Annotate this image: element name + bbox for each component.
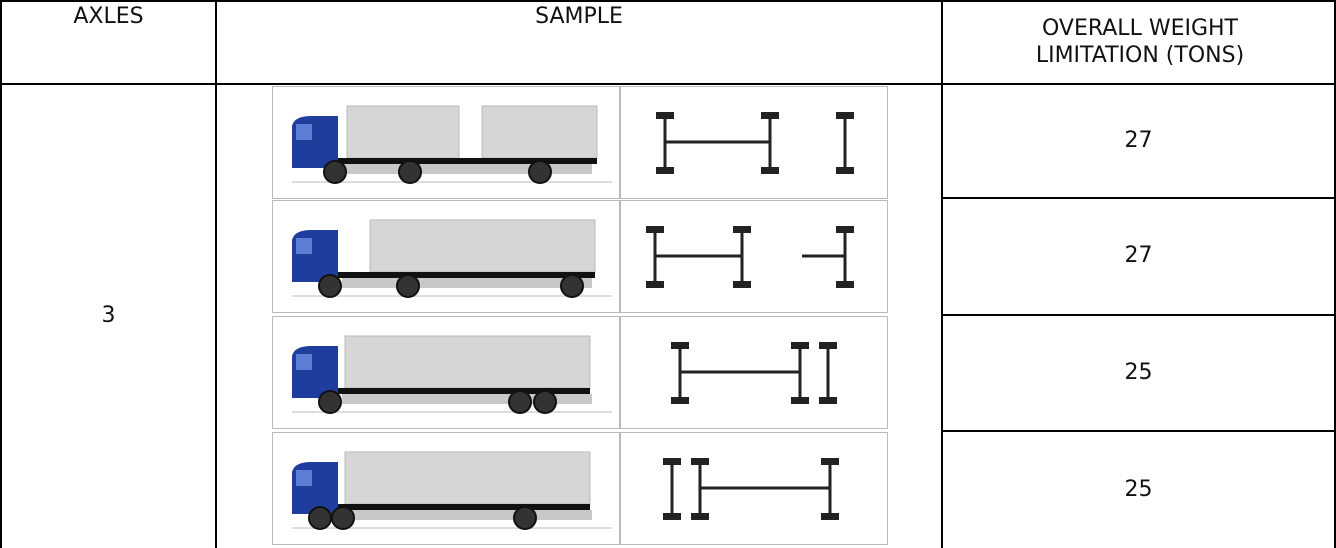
chassis [322,158,597,164]
axle-tyre [646,226,664,233]
wheel [508,390,532,414]
axle-tyre [791,397,809,404]
axle-tyre [791,342,809,349]
axle-tyre [646,281,664,288]
cargo-box [346,105,460,159]
cargo-box [344,335,591,389]
axle-tyre [836,281,854,288]
cab-window [296,470,312,486]
cargo-box [481,105,598,159]
chassis [322,388,590,394]
axles-cell: 3 [101,303,116,329]
axle-tyre [819,342,837,349]
axle-tyre [663,513,681,520]
wheel [396,274,420,298]
wheel [323,160,347,184]
axle-tyre [691,513,709,520]
axle-tyre [656,167,674,174]
weight-cell: 25 [1124,359,1153,385]
chassis [322,272,595,278]
border [215,0,217,548]
axle-tyre [819,397,837,404]
axle-tyre [761,167,779,174]
axle-tyre [836,112,854,119]
cab-window [296,238,312,254]
border [941,314,1336,316]
border [1334,0,1336,548]
weight-cell: 25 [1124,476,1153,502]
axle-tyre [761,112,779,119]
axle-tyre [663,458,681,465]
wheel [528,160,552,184]
shadow [342,394,592,404]
axle-tyre [821,458,839,465]
shadow [342,510,592,520]
axle-tyre [656,112,674,119]
wheel [533,390,557,414]
cargo-box [369,219,596,273]
cab-window [296,354,312,370]
header-cell: SAMPLE [535,4,623,29]
header-cell: OVERALL WEIGHT LIMITATION (TONS) [1035,16,1245,68]
sample-row [272,200,888,313]
axle-tyre [836,167,854,174]
shadow [342,278,592,288]
border [941,197,1336,199]
wheel [331,506,355,530]
axle-tyre [821,513,839,520]
cab-window [296,124,312,140]
axle-tyre [671,342,689,349]
header-cell: AXLES [73,4,144,29]
sample-row [272,316,888,429]
cab [292,116,338,168]
weight-cell: 27 [1124,243,1153,269]
border [941,430,1336,432]
axle-tyre [691,458,709,465]
wheel [513,506,537,530]
border [941,0,943,548]
border [0,83,1336,85]
border [0,0,2,548]
axle-tyre [836,226,854,233]
wheel [560,274,584,298]
axle-tyre [733,281,751,288]
wheel [398,160,422,184]
sample-row [272,86,888,199]
cargo-box [344,451,591,505]
axle-tyre [733,226,751,233]
chassis [322,504,590,510]
wheel [318,274,342,298]
wheel [318,390,342,414]
border [0,0,1336,2]
shadow [342,164,592,174]
cab [292,462,338,514]
sample-images [272,86,888,545]
wheel [308,506,332,530]
axle-tyre [671,397,689,404]
weight-cell: 27 [1124,127,1153,153]
sample-row [272,432,888,545]
